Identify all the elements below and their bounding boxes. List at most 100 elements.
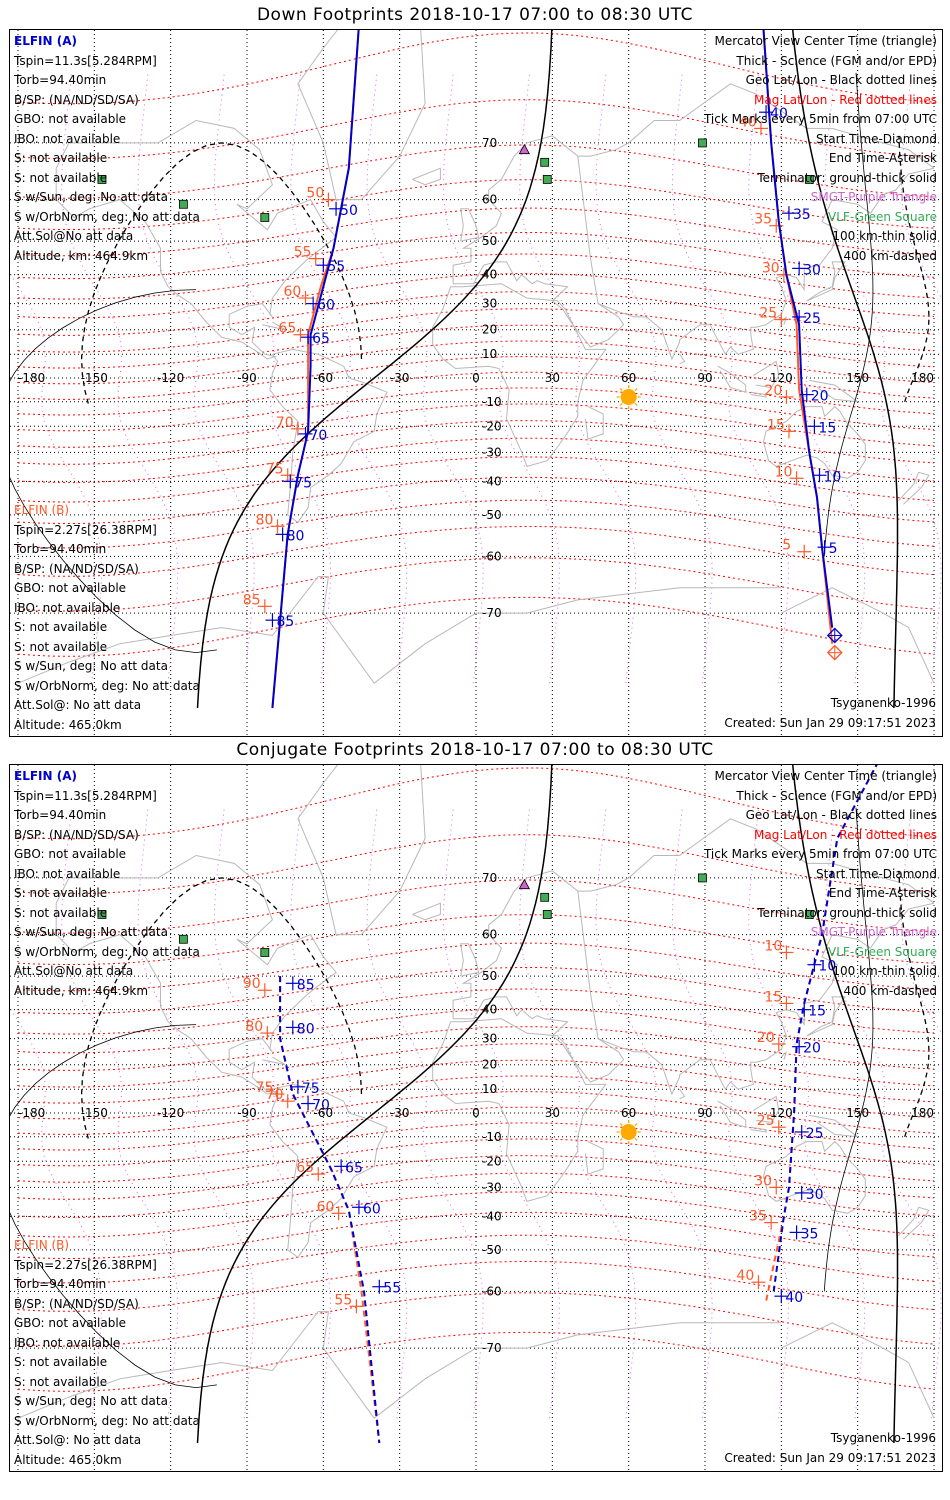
terminator-100km-line (823, 807, 874, 1292)
info-line: S w/OrbNorm, deg: No att data (14, 678, 200, 693)
mag-lat-line (17, 324, 935, 369)
vlf-square (97, 910, 107, 919)
coastline (17, 576, 782, 684)
info-line: S: not available (14, 151, 108, 165)
lat-tick-label: 30 (482, 1032, 497, 1046)
tick-label: 60 (317, 298, 335, 314)
tick-label: 55 (383, 1281, 401, 1297)
mag-lat-line (17, 1026, 935, 1071)
legend-item: Tick Marks every 5min from 07:00 UTC (703, 847, 937, 861)
info-line: S w/Sun, deg: No att data (14, 925, 168, 939)
sun-icon (616, 384, 641, 409)
tick-label: 50 (340, 203, 358, 219)
lat-tick-label: 10 (482, 347, 497, 361)
satellite-name: ELFIN (B) (14, 1238, 70, 1252)
terminator-400km-line (898, 135, 930, 403)
lon-tick-label: -30 (390, 1106, 410, 1120)
coastline (750, 391, 767, 398)
markers (97, 873, 814, 1144)
info-line: B/SP: (NA/ND/SD/SA) (14, 561, 139, 576)
info-line: S: not available (14, 639, 108, 654)
elfin-a-info: ELFIN (A) Tspin=11.3s[5.284RPM] Torb=94.40… (14, 767, 200, 1001)
legend-item: Geo Lat/Lon - Black dotted lines (745, 808, 937, 822)
legend-item: Terminator: ground-thick solid (757, 170, 937, 185)
vlf-square (178, 934, 188, 944)
info-line: Torb=94.40min (14, 73, 107, 87)
mag-lat-line (17, 1008, 935, 1054)
mag-lat-line (17, 879, 935, 934)
tick-label: 30 (762, 261, 780, 277)
lon-tick-label: 180 (911, 1106, 934, 1120)
lat-tick-label: 10 (482, 1082, 497, 1096)
coastline (460, 943, 480, 977)
info-line: B/SP: (NA/ND/SD/SA) (14, 1296, 139, 1311)
coastline (584, 1141, 604, 1175)
satellite-name: ELFIN (A) (14, 34, 77, 48)
tick-label: 5 (782, 538, 791, 554)
panel-title-down: Down Footprints 2018-10-17 07:00 to 08:3… (256, 5, 694, 25)
coastline (432, 1018, 607, 1203)
tick-label: 60 (363, 1201, 381, 1217)
info-line: S w/Sun, deg: No att data (14, 190, 168, 204)
terminator-400km-line (898, 870, 930, 1138)
mag-grid (10, 767, 942, 1419)
tick-label: 80 (256, 512, 274, 528)
coastline (17, 1311, 782, 1419)
sun-ray (634, 388, 638, 392)
legend-item: 100 km-thin solid (832, 964, 937, 978)
tick-label: 30 (754, 1173, 772, 1189)
info-line: GBO: not available (14, 1316, 127, 1330)
lat-tick-label: 50 (482, 969, 497, 983)
mag-lat-line (17, 99, 935, 160)
vlf-square (540, 157, 550, 167)
tick-label: 10 (824, 469, 842, 485)
lat-tick-label: 50 (482, 234, 497, 248)
mag-lat-line (17, 914, 935, 965)
info-line: Att.Sol@No att data (14, 229, 134, 243)
info-line: B/SP: (NA/ND/SD/SA) (14, 92, 139, 107)
lat-tick-label: -60 (482, 1284, 502, 1298)
terminators (10, 30, 930, 709)
coastline (806, 261, 846, 302)
coastline (809, 379, 860, 403)
elfin-a-info: ELFIN (A) Tspin=11.3s[5.284RPM] Torb=94.40… (14, 32, 200, 266)
info-line: Torb=94.40min (14, 808, 107, 822)
info-line: Torb=94.40min (14, 1277, 107, 1291)
tick-label: 15 (767, 417, 785, 433)
vlf-square (260, 948, 270, 957)
lat-tick-label: -40 (482, 474, 502, 488)
tick-label: 35 (754, 212, 772, 228)
coastline (262, 1056, 286, 1066)
tick-label: 40 (770, 106, 788, 122)
geo-grid (10, 765, 942, 1471)
lon-tick-label: 0 (472, 371, 480, 385)
tick-label: 70 (266, 1087, 284, 1103)
info-line: S w/Sun, deg: No att data (14, 659, 168, 673)
vlf-square (804, 175, 814, 184)
smgt-triangle (518, 143, 531, 155)
mag-lat-line (17, 232, 935, 280)
lon-tick-label: 120 (770, 371, 793, 385)
tick-label: 25 (759, 306, 777, 322)
terminator-400km-line (80, 877, 363, 1140)
lat-tick-label: -40 (482, 1209, 502, 1223)
coastline (412, 167, 441, 186)
tick-label: 80 (245, 1019, 263, 1035)
coastline (717, 365, 747, 393)
coastline (679, 353, 686, 365)
vlf-square (698, 873, 707, 883)
elfin-b-info: ELFIN (B) Tspin=2.27s[26.38RPM] Torb=94.40… (14, 501, 200, 735)
tick-label: 90 (243, 976, 261, 992)
tick-label: 30 (806, 1187, 824, 1203)
info-line: S w/OrbNorm, deg: No att data (14, 209, 200, 224)
info-line: S: not available (14, 886, 108, 900)
sun-icon (616, 1119, 641, 1144)
legend-item: 400 km-dashed (843, 248, 937, 263)
terminator-ground-line (196, 30, 553, 709)
mag-lat-line (17, 1292, 935, 1347)
mag-lat-line (17, 476, 935, 524)
legend-item: 100 km-thin solid (832, 229, 937, 243)
legend-item: Tick Marks every 5min from 07:00 UTC (703, 112, 937, 126)
coastline (453, 891, 625, 1083)
tick-label: 10 (764, 938, 782, 954)
